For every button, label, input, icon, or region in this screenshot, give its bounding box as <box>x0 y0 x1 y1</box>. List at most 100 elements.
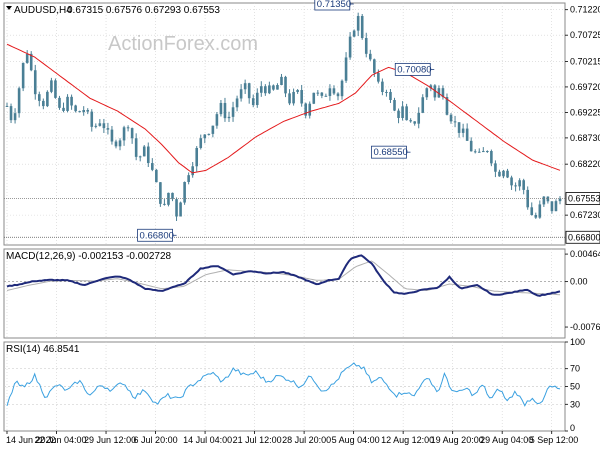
candle-body <box>207 133 211 135</box>
rsi-title: RSI(14) 46.8541 <box>6 344 80 355</box>
candle-body <box>506 170 509 178</box>
candle-body <box>29 53 33 71</box>
candle-body <box>526 189 530 208</box>
candle-body <box>328 88 332 96</box>
candle-body <box>223 102 227 119</box>
candle-body <box>264 86 267 94</box>
x-tick-label: 5 Aug 04:00 <box>332 435 380 445</box>
y-tick-label: 0.71220 <box>570 5 600 15</box>
y-tick-label: 50 <box>570 382 580 392</box>
x-tick-label: 28 Jul 20:00 <box>282 435 331 445</box>
y-tick-label: 70 <box>570 364 580 374</box>
candle-series <box>5 12 562 221</box>
macd-line <box>6 254 561 297</box>
candle-body <box>21 62 25 89</box>
candle-body <box>203 134 207 139</box>
y-tick-label: 0.00 <box>570 277 588 287</box>
candle-body <box>82 109 85 113</box>
rsi-y-axis: 100 70 50 30 0 <box>565 337 585 433</box>
y-tick-label: 0.67230 <box>570 210 600 220</box>
candle-body <box>429 85 433 89</box>
candle-body <box>243 83 247 90</box>
candle-body <box>502 170 505 177</box>
price-pane: ActionForex.com 0.71350 0.70080 0.68550 0.6… <box>3 0 600 246</box>
candle-body <box>142 146 146 157</box>
candle-body <box>453 121 457 123</box>
candle-body <box>405 106 408 121</box>
candle-body <box>37 94 41 101</box>
candle-body <box>397 110 400 118</box>
candle-body <box>308 103 312 116</box>
price-annotation-label: 0.70080 <box>397 64 431 75</box>
support-price-badge <box>565 230 600 244</box>
candle-body <box>469 140 473 152</box>
candle-body <box>292 91 295 104</box>
candle-body <box>284 76 287 94</box>
candle-body <box>98 123 102 126</box>
candle-body <box>70 96 73 106</box>
candle-body <box>364 37 368 54</box>
candle-body <box>251 98 255 106</box>
candle-body <box>268 85 271 94</box>
x-tick-label: 19 Aug 20:00 <box>431 435 484 445</box>
price-annotation-label: 0.71350 <box>317 0 351 10</box>
x-tick-label: 12 Aug 12:00 <box>381 435 434 445</box>
candle-body <box>320 92 324 96</box>
y-tick-label: 0.69720 <box>570 82 600 92</box>
macd-pane: 0.004643 0.00 -0.007653 MACD(12,26,9) -0.0… <box>3 248 600 339</box>
candle-body <box>74 105 77 112</box>
candle-body <box>94 125 98 127</box>
candle-body <box>126 127 130 129</box>
candle-body <box>477 151 481 153</box>
candle-body <box>17 88 21 114</box>
candle-body <box>235 98 239 108</box>
candle-body <box>272 85 275 90</box>
candle-body <box>195 147 199 167</box>
y-tick-label: -0.007653 <box>570 322 600 332</box>
candle-body <box>498 171 501 177</box>
candle-body <box>417 112 421 124</box>
candle-body <box>437 88 441 98</box>
candle-body <box>54 80 57 98</box>
candle-body <box>199 138 203 148</box>
rsi-line <box>6 362 561 407</box>
candle-body <box>445 97 449 115</box>
macd-title: MACD(12,26,9) -0.002153 -0.002728 <box>6 251 172 262</box>
candle-body <box>159 182 162 204</box>
price-annotation-label: 0.66800 <box>140 230 174 241</box>
candle-body <box>25 53 29 63</box>
candle-body <box>373 59 376 73</box>
x-tick-label: 29 Aug 04:00 <box>480 435 533 445</box>
macd-y-axis: 0.004643 0.00 -0.007653 <box>565 249 600 332</box>
candle-body <box>5 105 9 107</box>
rsi-pane: 100 70 50 30 0 RSI(14) 46.8541 <box>3 337 585 433</box>
candle-body <box>187 175 190 182</box>
symbol-dropdown-icon[interactable] <box>6 6 12 10</box>
candle-body <box>554 201 558 212</box>
candle-body <box>356 15 360 31</box>
candle-body <box>78 111 81 113</box>
price-y-axis: 0.71220 0.70725 0.70215 0.69720 0.69225 0.687… <box>565 5 600 244</box>
candle-body <box>421 97 425 113</box>
candle-body <box>134 138 138 157</box>
candle-body <box>215 114 219 126</box>
candle-body <box>316 92 320 94</box>
candle-body <box>259 86 263 93</box>
candle-body <box>102 123 106 129</box>
candle-body <box>62 107 65 111</box>
candle-body <box>413 121 416 124</box>
x-tick-label: 29 Jun 12:00 <box>84 435 136 445</box>
candle-body <box>110 129 114 142</box>
candle-body <box>393 99 396 111</box>
candle-body <box>389 91 392 100</box>
candle-body <box>550 201 554 212</box>
candle-body <box>183 181 186 203</box>
candle-body <box>433 85 437 98</box>
candle-body <box>280 76 283 86</box>
moving-average-line <box>6 43 561 174</box>
candle-body <box>401 106 404 118</box>
symbol-label: AUDUSD,H4 <box>14 5 72 16</box>
candle-body <box>449 114 453 122</box>
candle-body <box>151 163 154 170</box>
x-tick-label: 14 Jul 04:00 <box>183 435 232 445</box>
